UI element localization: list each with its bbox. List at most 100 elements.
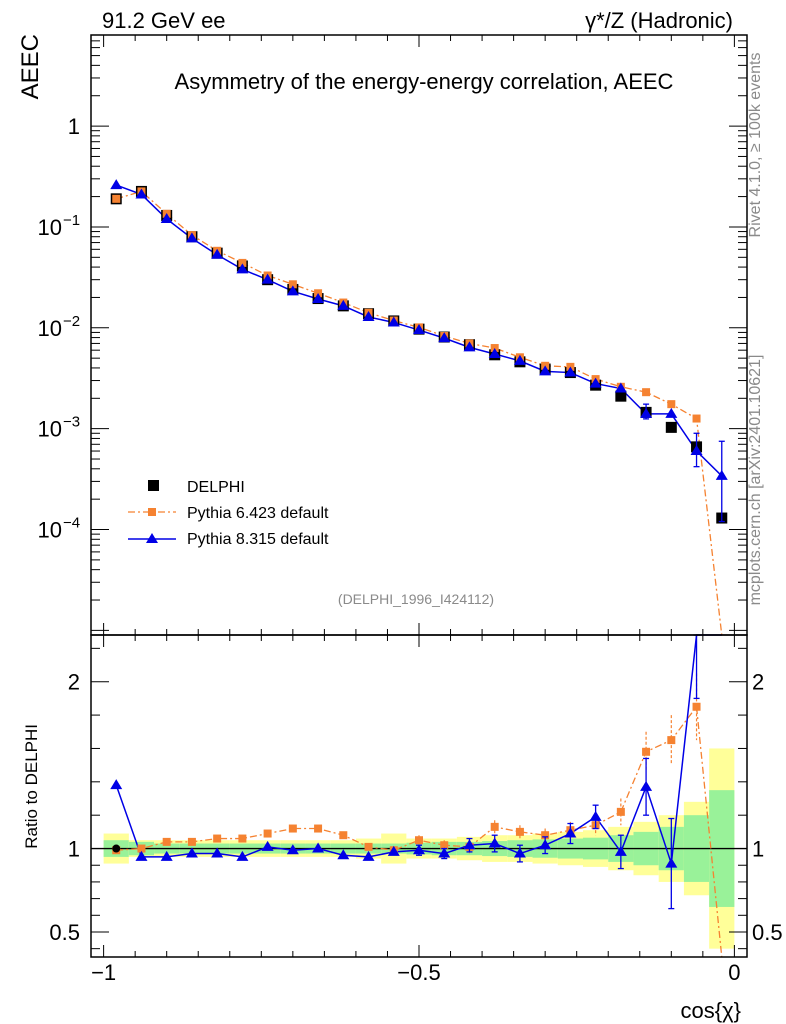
x-axis-title: cos{χ}: [681, 998, 741, 1023]
pythia8-point: [211, 248, 224, 259]
ratio-delphi-point: [112, 844, 121, 853]
pythia6-point: [642, 388, 651, 397]
mcplots-source-label: mcplots.cern.ch [arXiv:2401.10621]: [747, 355, 764, 606]
ratio-pythia6-point: [162, 837, 171, 846]
pythia6-point: [667, 400, 676, 409]
legend-data-marker: [148, 480, 159, 491]
y-tick-exponent: −3: [63, 414, 80, 431]
header-left: 91.2 GeV ee: [102, 8, 226, 33]
pythia8-point: [640, 407, 653, 418]
legend-pythia8-label: Pythia 8.315 default: [187, 531, 329, 548]
pythia6-line: [116, 190, 723, 636]
pythia8-point: [715, 469, 728, 480]
pythia8-point: [160, 212, 173, 223]
pythia6-point: [238, 258, 247, 267]
ratio-pythia8-point: [261, 840, 274, 851]
pythia8-point: [110, 179, 123, 190]
pythia8-point: [438, 332, 451, 343]
ratio-pythia6-point: [339, 831, 348, 840]
ratio-tick-label-right: 1: [752, 837, 764, 862]
ratio-pythia6-point: [667, 736, 676, 745]
panel-frames: [90, 34, 748, 958]
ratio-pythia6-point: [314, 824, 323, 833]
pythia8-point: [185, 232, 198, 243]
y-tick-label: 10: [38, 215, 62, 240]
analysis-id-label: (DELPHI_1996_I424112): [338, 591, 494, 607]
ratio-pythia8-point: [513, 847, 526, 858]
legend-data-label: DELPHI: [187, 479, 245, 496]
pythia6-point: [692, 414, 701, 423]
ratio-tick-label-left: 1: [68, 837, 80, 862]
pythia8-point: [690, 445, 703, 456]
pythia8-point: [337, 299, 350, 310]
pythia8-point: [261, 273, 274, 284]
ratio-pythia8-point: [463, 839, 476, 850]
tick-layer: [91, 34, 747, 957]
x-tick-label: 0: [728, 960, 740, 985]
ratio-pythia6-point: [238, 834, 247, 843]
pythia8-point: [413, 324, 425, 335]
ratio-pythia6-point: [187, 837, 196, 846]
ratio-pythia8-point: [110, 779, 123, 790]
y-tick-exponent: −1: [63, 212, 80, 229]
y-tick-exponent: −4: [63, 515, 80, 532]
ratio-pythia6-point: [440, 841, 449, 850]
pythia8-point: [614, 382, 627, 393]
legend-pythia6-label: Pythia 6.423 default: [187, 505, 329, 522]
ratio-tick-label-left: 0.5: [49, 920, 80, 945]
y-axis-title: AEEC: [17, 34, 44, 99]
ratio-tick-label-right: 0.5: [752, 920, 783, 945]
pythia8-point: [387, 316, 400, 327]
ratio-y-axis-title: Ratio to DELPHI: [22, 724, 41, 849]
delphi-point: [615, 390, 627, 402]
ratio-pythia8-point: [286, 844, 299, 855]
ratio-pythia8-point: [312, 842, 325, 853]
ratio-pythia8-point: [236, 850, 249, 861]
rivet-version-label: Rivet 4.1.0, ≥ 100k events: [747, 53, 764, 238]
ratio-pythia8-point: [438, 847, 451, 858]
series-layer: [110, 179, 728, 958]
legend-pythia8-marker: [146, 533, 158, 543]
pythia8-point: [286, 285, 299, 296]
pythia6-point: [288, 280, 297, 289]
y-tick-exponent: −2: [63, 313, 80, 330]
ratio-pythia8-point: [488, 837, 501, 848]
ratio-pythia8-point: [337, 849, 350, 860]
ratio-pythia8-point: [135, 850, 148, 861]
ratio-pythia6-point: [263, 829, 272, 838]
y-tick-label: 10: [38, 518, 62, 543]
ratio-pythia6-point: [490, 822, 499, 831]
legend: DELPHI Pythia 6.423 default Pythia 8.315…: [128, 479, 329, 548]
ratio-pythia6-point: [541, 831, 550, 840]
pythia8-point: [665, 407, 678, 418]
y-tick-label: 10: [38, 316, 62, 341]
y-tick-label: 10: [38, 417, 62, 442]
ratio-pythia8-point: [160, 850, 173, 861]
ratio-tick-label-left: 2: [68, 670, 80, 695]
pythia6-point: [112, 194, 121, 203]
pythia8-point: [488, 347, 501, 358]
ratio-pythia6-point: [692, 702, 701, 711]
ratio-pythia8-point: [614, 845, 627, 856]
pythia8-point: [564, 366, 577, 377]
legend-pythia6-marker: [148, 508, 156, 516]
x-tick-label: −0.5: [397, 960, 440, 985]
ratio-pythia8-point: [185, 847, 198, 858]
ratio-pythia6-point: [515, 827, 524, 836]
ratio-pythia6-point: [137, 844, 146, 853]
ratio-pythia8-point: [589, 810, 602, 821]
pythia8-point: [312, 293, 325, 304]
ratio-pythia8-point: [564, 827, 577, 838]
ratio-pythia6-point: [642, 747, 651, 756]
pythia8-point: [589, 377, 602, 388]
pythia8-point: [236, 263, 249, 274]
ratio-pythia6-point: [288, 824, 297, 833]
ratio-pythia8-point: [413, 844, 425, 855]
ratio-tick-label-right: 2: [752, 670, 764, 695]
pythia8-point: [463, 341, 476, 352]
ratio-pythia8-point: [539, 839, 552, 850]
ratio-pythia8-point: [640, 780, 653, 791]
ratio-pythia6-point: [213, 834, 222, 843]
